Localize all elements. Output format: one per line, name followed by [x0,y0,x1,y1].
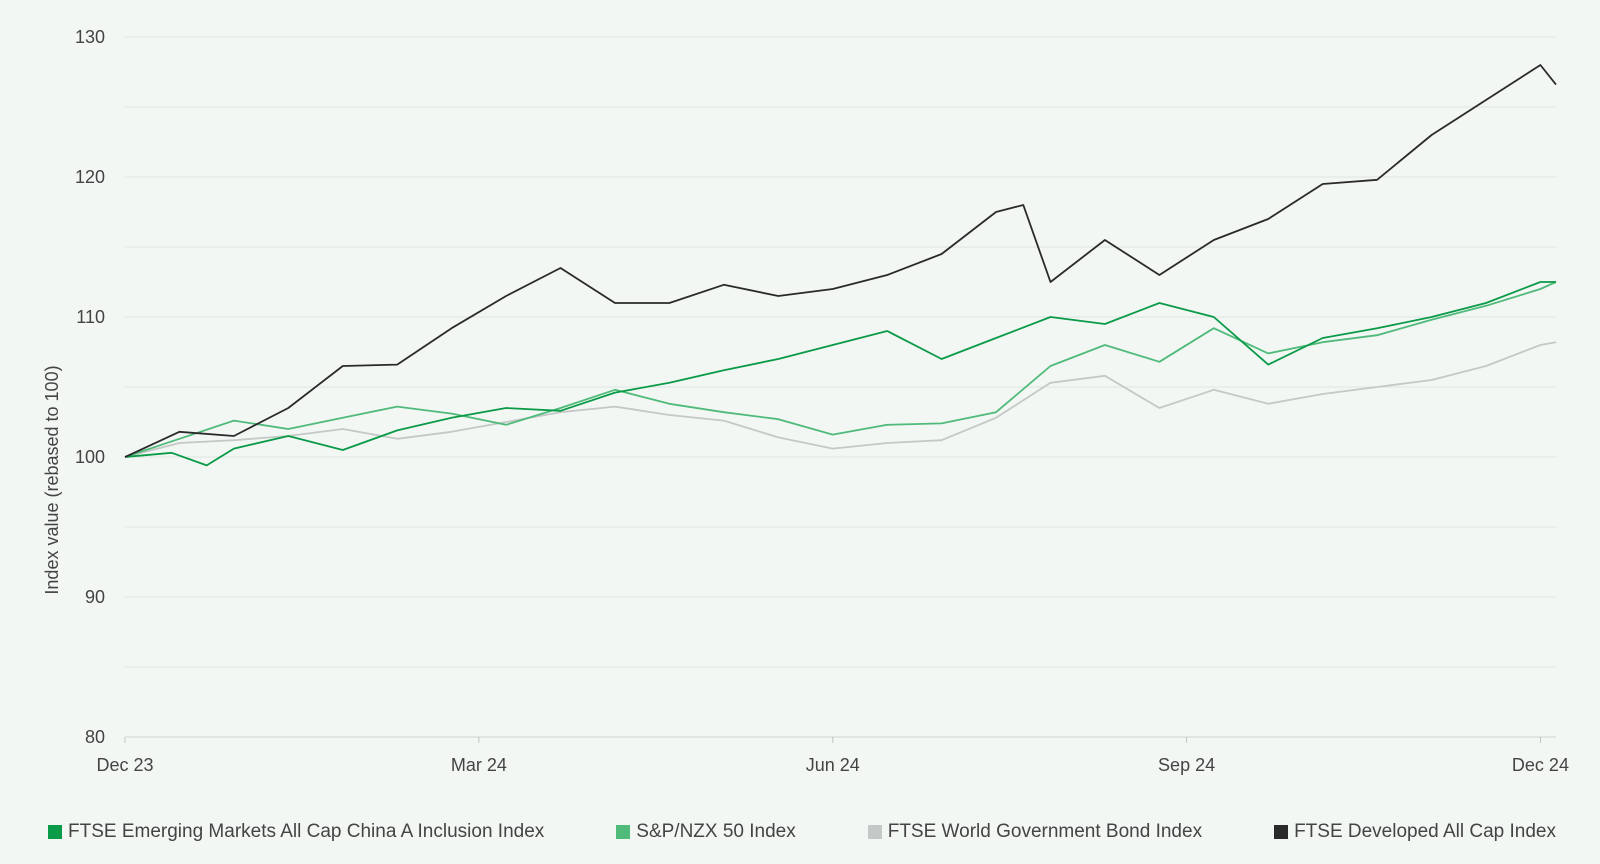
legend-swatch [48,825,62,839]
x-tick-label: Mar 24 [451,755,507,775]
series-lines [124,64,1557,467]
series-line-1 [124,281,1557,458]
legend-label: S&P/NZX 50 Index [636,821,796,842]
y-tick-label: 130 [75,27,105,47]
legend: FTSE Emerging Markets All Cap China A In… [48,818,1556,846]
y-tick-label: 120 [75,167,105,187]
legend-item: S&P/NZX 50 Index [616,821,796,843]
legend-item: FTSE Emerging Markets All Cap China A In… [48,821,544,843]
legend-swatch [616,825,631,839]
legend-swatch [867,825,882,839]
y-tick-label: 90 [85,587,105,607]
legend-label: FTSE Emerging Markets All Cap China A In… [68,821,545,842]
series-line-2 [124,341,1557,458]
y-tick-label: 100 [75,447,105,467]
x-tick-label: Jun 24 [806,755,860,775]
y-tick-label: 110 [76,307,105,327]
x-tick-label: Dec 24 [1512,755,1569,775]
legend-swatch [1274,825,1289,839]
y-tick-label: 80 [85,727,105,747]
legend-item: FTSE World Government Bond Index [867,821,1203,843]
legend-label: FTSE Developed All Cap Index [1294,821,1556,842]
series-line-0 [124,281,1556,467]
x-tick-label: Dec 23 [96,755,153,775]
series-line-3 [124,64,1557,458]
x-axis: Dec 23 Mar 24 Jun 24 Sep 24 Dec 24 [96,737,1569,775]
legend-label: FTSE World Government Bond Index [887,821,1203,842]
y-tick-labels: 80 90 100 110 120 130 [75,27,105,747]
y-axis-label: Index value (rebased to 100) [42,365,62,594]
x-tick-label: Sep 24 [1158,755,1215,775]
legend-item: FTSE Developed All Cap Index [1274,821,1556,843]
line-chart: 80 90 100 110 120 130 Dec 23 Mar 24 Jun 24 Sep 2… [42,27,1569,775]
gridlines [125,36,1556,738]
